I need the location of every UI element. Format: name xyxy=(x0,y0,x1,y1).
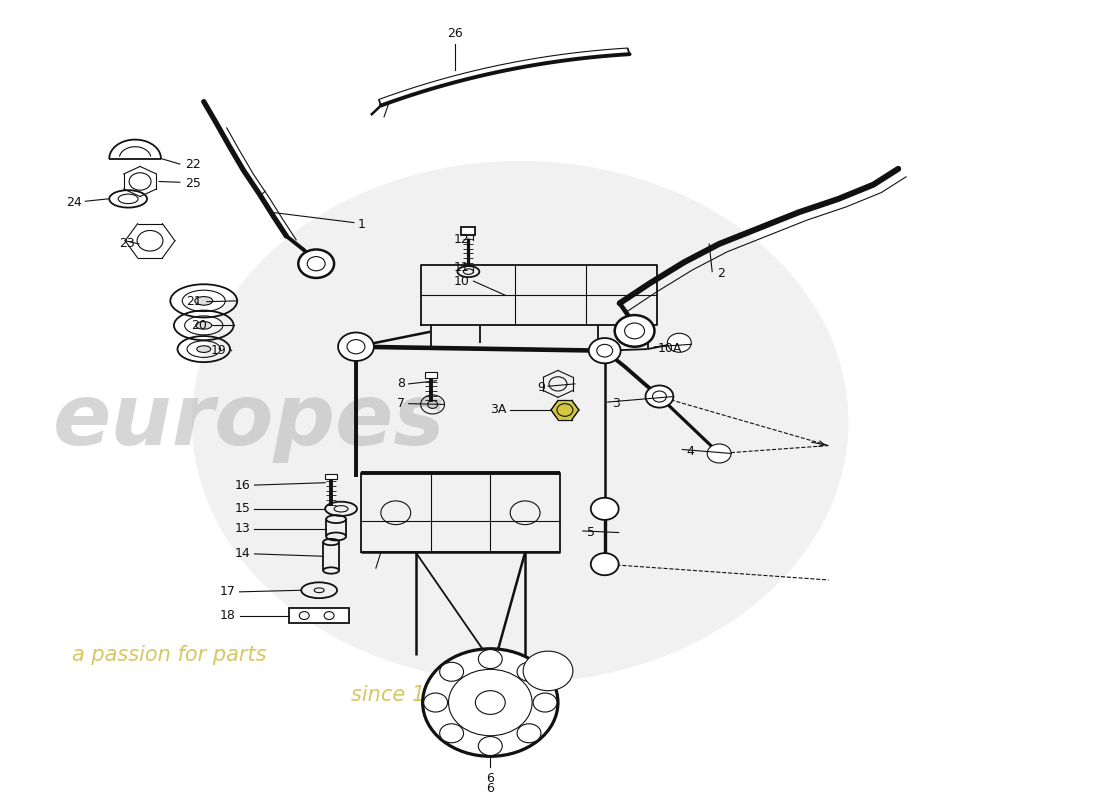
Text: 14: 14 xyxy=(234,547,251,560)
Text: 15: 15 xyxy=(234,502,251,515)
Text: 12: 12 xyxy=(453,234,470,246)
Circle shape xyxy=(615,315,654,346)
Circle shape xyxy=(440,724,463,742)
Text: 25: 25 xyxy=(185,177,200,190)
Circle shape xyxy=(588,338,620,363)
Bar xyxy=(425,373,437,378)
Text: 3: 3 xyxy=(612,397,619,410)
Text: 17: 17 xyxy=(220,586,235,598)
Ellipse shape xyxy=(196,322,211,329)
Text: 16: 16 xyxy=(234,478,251,491)
Ellipse shape xyxy=(195,297,212,305)
Circle shape xyxy=(534,693,557,712)
Bar xyxy=(461,227,475,235)
Circle shape xyxy=(524,651,573,690)
Text: 6: 6 xyxy=(486,772,494,785)
Circle shape xyxy=(338,333,374,361)
Text: 18: 18 xyxy=(220,609,235,622)
Text: 10A: 10A xyxy=(658,342,682,355)
Text: 9: 9 xyxy=(537,382,544,394)
Text: europes: europes xyxy=(53,380,446,463)
Text: 26: 26 xyxy=(448,27,463,40)
Ellipse shape xyxy=(197,346,211,353)
Circle shape xyxy=(707,444,732,463)
Text: 2: 2 xyxy=(717,266,725,280)
Bar xyxy=(326,474,337,479)
Text: 7: 7 xyxy=(397,397,405,410)
Circle shape xyxy=(646,386,673,408)
Text: 6: 6 xyxy=(486,782,494,794)
Text: since 1985: since 1985 xyxy=(351,685,465,705)
Circle shape xyxy=(478,737,503,755)
Bar xyxy=(289,608,349,623)
Circle shape xyxy=(591,498,618,520)
Text: 19: 19 xyxy=(211,344,227,357)
Circle shape xyxy=(475,690,505,714)
Text: a passion for parts: a passion for parts xyxy=(73,645,267,665)
Text: 4: 4 xyxy=(686,445,694,458)
Circle shape xyxy=(424,693,448,712)
Circle shape xyxy=(552,400,578,420)
Text: 10: 10 xyxy=(453,274,470,287)
Circle shape xyxy=(298,250,334,278)
Circle shape xyxy=(478,650,503,669)
Text: 22: 22 xyxy=(185,158,200,171)
Text: 1: 1 xyxy=(358,218,366,230)
Circle shape xyxy=(422,649,558,756)
Text: 11: 11 xyxy=(453,261,470,274)
Text: 20: 20 xyxy=(191,319,207,332)
Text: 3A: 3A xyxy=(490,403,506,417)
Text: 21: 21 xyxy=(186,295,201,308)
Circle shape xyxy=(668,334,691,352)
Text: 24: 24 xyxy=(66,195,81,209)
Text: 8: 8 xyxy=(397,378,405,390)
Circle shape xyxy=(440,662,463,682)
Text: 13: 13 xyxy=(234,522,251,535)
Text: 5: 5 xyxy=(586,526,595,539)
Circle shape xyxy=(517,662,541,682)
Text: 23: 23 xyxy=(120,238,135,250)
Circle shape xyxy=(591,553,618,575)
Circle shape xyxy=(191,161,848,682)
Circle shape xyxy=(517,724,541,742)
